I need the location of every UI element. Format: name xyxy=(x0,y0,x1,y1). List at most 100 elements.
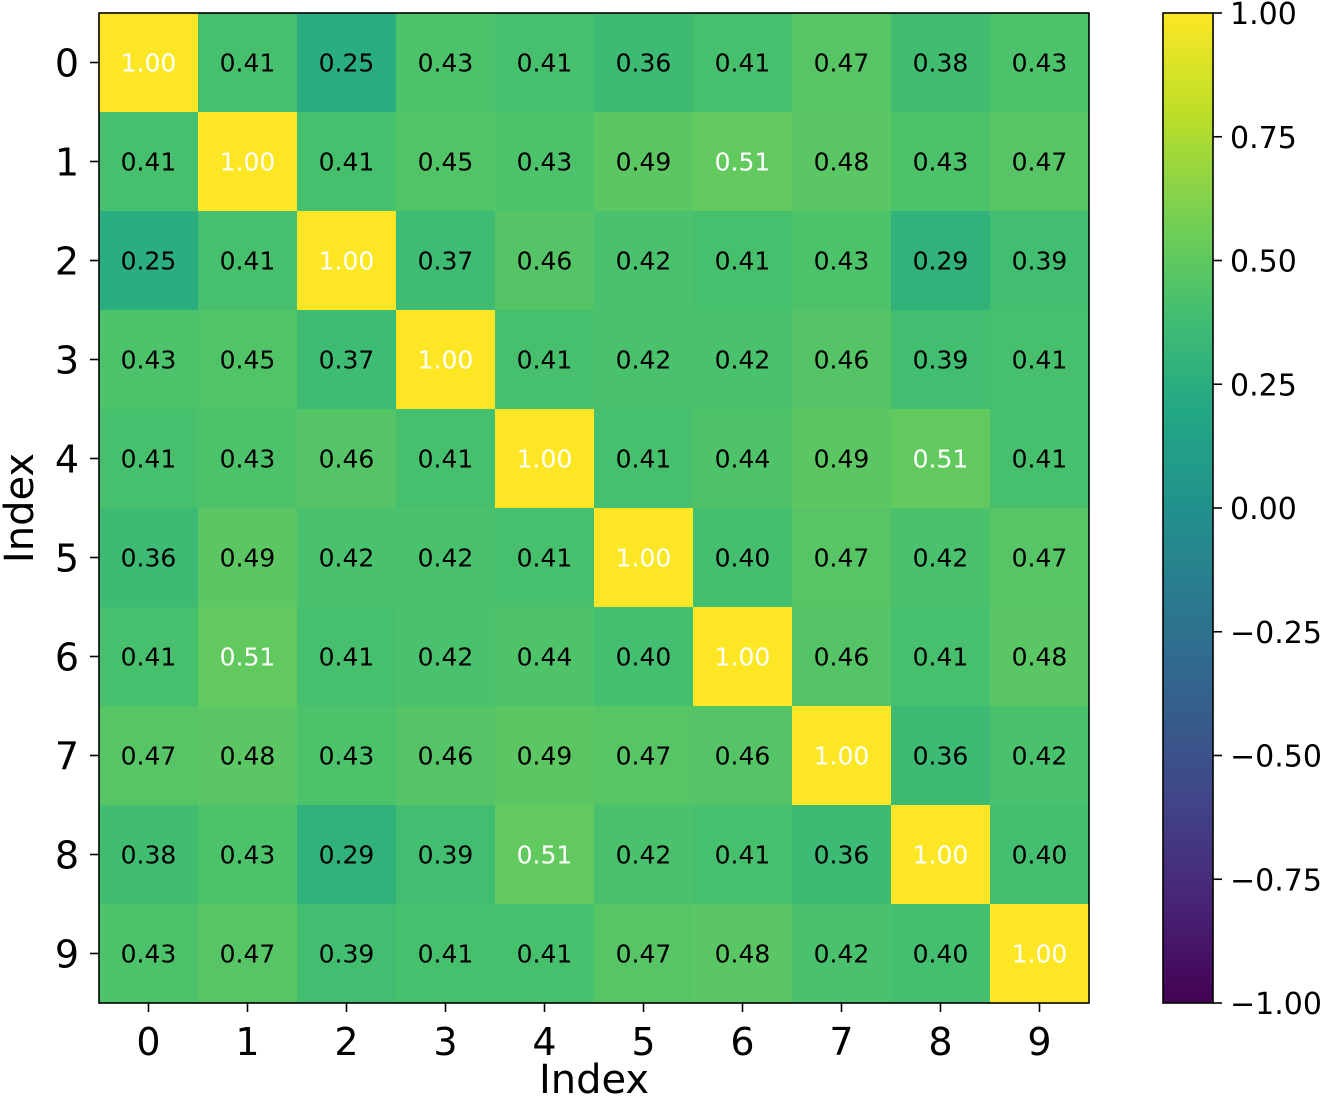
heatmap-cell xyxy=(792,805,892,905)
heatmap-cell xyxy=(495,607,595,707)
heatmap-cell xyxy=(297,310,397,410)
cell-value-label: 0.42 xyxy=(418,643,474,672)
heatmap-cell xyxy=(198,310,298,410)
heatmap-cell xyxy=(396,13,496,113)
heatmap-cell xyxy=(297,508,397,608)
heatmap-cell xyxy=(891,508,991,608)
cell-value-label: 0.42 xyxy=(814,940,870,969)
cell-value-label: 0.41 xyxy=(220,49,276,78)
cell-value-label: 0.41 xyxy=(319,643,375,672)
cell-value-label: 0.41 xyxy=(418,445,474,474)
heatmap-cell xyxy=(693,805,793,905)
heatmap-cell xyxy=(198,112,298,212)
heatmap-cell xyxy=(792,409,892,509)
colorbar-tick-label: 0.00 xyxy=(1230,492,1297,527)
y-tick-label: 9 xyxy=(55,933,79,977)
heatmap-cell xyxy=(891,904,991,1004)
heatmap-cell xyxy=(693,706,793,806)
heatmap-cell xyxy=(792,310,892,410)
heatmap-cell xyxy=(693,607,793,707)
heatmap-cell xyxy=(495,706,595,806)
cell-value-label: 1.00 xyxy=(814,742,870,771)
cell-value-label: 0.47 xyxy=(121,742,177,771)
heatmap-cell xyxy=(693,508,793,608)
y-tick-label: 3 xyxy=(55,339,79,383)
y-tick-label: 6 xyxy=(55,636,79,680)
cell-value-label: 0.49 xyxy=(220,544,276,573)
heatmap-cell xyxy=(693,211,793,311)
cell-value-label: 0.39 xyxy=(1012,247,1068,276)
heatmap-cell xyxy=(891,706,991,806)
cell-value-label: 0.49 xyxy=(616,148,672,177)
cell-value-label: 0.45 xyxy=(418,148,474,177)
cell-value-label: 0.41 xyxy=(517,940,573,969)
cell-value-label: 0.29 xyxy=(913,247,969,276)
heatmap-cell xyxy=(891,409,991,509)
heatmap-cell xyxy=(396,211,496,311)
colorbar xyxy=(1162,12,1214,1004)
cell-value-label: 0.48 xyxy=(1012,643,1068,672)
heatmap-cell xyxy=(396,904,496,1004)
cell-value-label: 0.41 xyxy=(517,346,573,375)
cell-value-label: 0.44 xyxy=(715,445,771,474)
heatmap-cell xyxy=(297,607,397,707)
cell-value-label: 0.41 xyxy=(913,643,969,672)
cell-value-label: 0.47 xyxy=(220,940,276,969)
x-tick-label: 9 xyxy=(1027,1020,1051,1064)
cell-value-label: 0.42 xyxy=(1012,742,1068,771)
cell-value-label: 0.49 xyxy=(814,445,870,474)
cell-value-label: 0.41 xyxy=(715,841,771,870)
cell-value-label: 0.46 xyxy=(319,445,375,474)
x-tick-label: 1 xyxy=(235,1020,259,1064)
cell-value-label: 0.46 xyxy=(814,643,870,672)
heatmap-cell xyxy=(495,904,595,1004)
cell-value-label: 0.25 xyxy=(121,247,177,276)
heatmap-cell xyxy=(495,310,595,410)
x-tick-label: 3 xyxy=(433,1020,457,1064)
cell-value-label: 0.41 xyxy=(715,247,771,276)
cell-value-label: 0.41 xyxy=(517,544,573,573)
colorbar-tick-label: −0.25 xyxy=(1230,616,1322,651)
heatmap-cell xyxy=(990,607,1090,707)
heatmap-cell xyxy=(396,409,496,509)
cell-value-label: 0.47 xyxy=(616,742,672,771)
heatmap-cell xyxy=(594,13,694,113)
cell-value-label: 0.37 xyxy=(418,247,474,276)
x-axis: 0 1 2 3 4 5 6 7 8 9 xyxy=(136,1003,1052,1064)
heatmap-cell xyxy=(891,211,991,311)
cell-value-label: 0.51 xyxy=(913,445,969,474)
heatmap-cell xyxy=(198,805,298,905)
cell-value-label: 0.51 xyxy=(220,643,276,672)
heatmap-cell xyxy=(396,310,496,410)
cell-value-label: 0.40 xyxy=(616,643,672,672)
cell-value-label: 1.00 xyxy=(319,247,375,276)
heatmap-cell xyxy=(198,706,298,806)
cell-value-label: 0.37 xyxy=(319,346,375,375)
cell-value-label: 0.39 xyxy=(913,346,969,375)
colorbar-tick-label: 0.50 xyxy=(1230,245,1297,280)
cell-value-label: 0.43 xyxy=(814,247,870,276)
colorbar-tick-label: −0.75 xyxy=(1230,863,1322,898)
y-axis-label: Index xyxy=(0,453,43,563)
cell-value-label: 1.00 xyxy=(121,49,177,78)
cell-value-label: 0.36 xyxy=(121,544,177,573)
heatmap-cell xyxy=(99,706,199,806)
heatmap-cell xyxy=(396,508,496,608)
heatmap-cell xyxy=(990,508,1090,608)
cell-value-label: 1.00 xyxy=(913,841,969,870)
heatmap-cell xyxy=(396,805,496,905)
heatmap-cell xyxy=(99,904,199,1004)
heatmap-cell xyxy=(693,409,793,509)
x-tick-label: 6 xyxy=(730,1020,754,1064)
heatmap-cell-labels: 1.00 0.41 0.25 0.43 0.41 0.36 0.41 0.47 0.38 0.43… xyxy=(121,49,1068,969)
heatmap-cell xyxy=(594,310,694,410)
heatmap-cell xyxy=(990,112,1090,212)
heatmap-cell xyxy=(693,904,793,1004)
cell-value-label: 0.41 xyxy=(418,940,474,969)
cell-value-label: 0.41 xyxy=(715,49,771,78)
heatmap-cell xyxy=(693,310,793,410)
heatmap-cell xyxy=(594,805,694,905)
cell-value-label: 0.43 xyxy=(121,346,177,375)
heatmap-cell xyxy=(99,607,199,707)
